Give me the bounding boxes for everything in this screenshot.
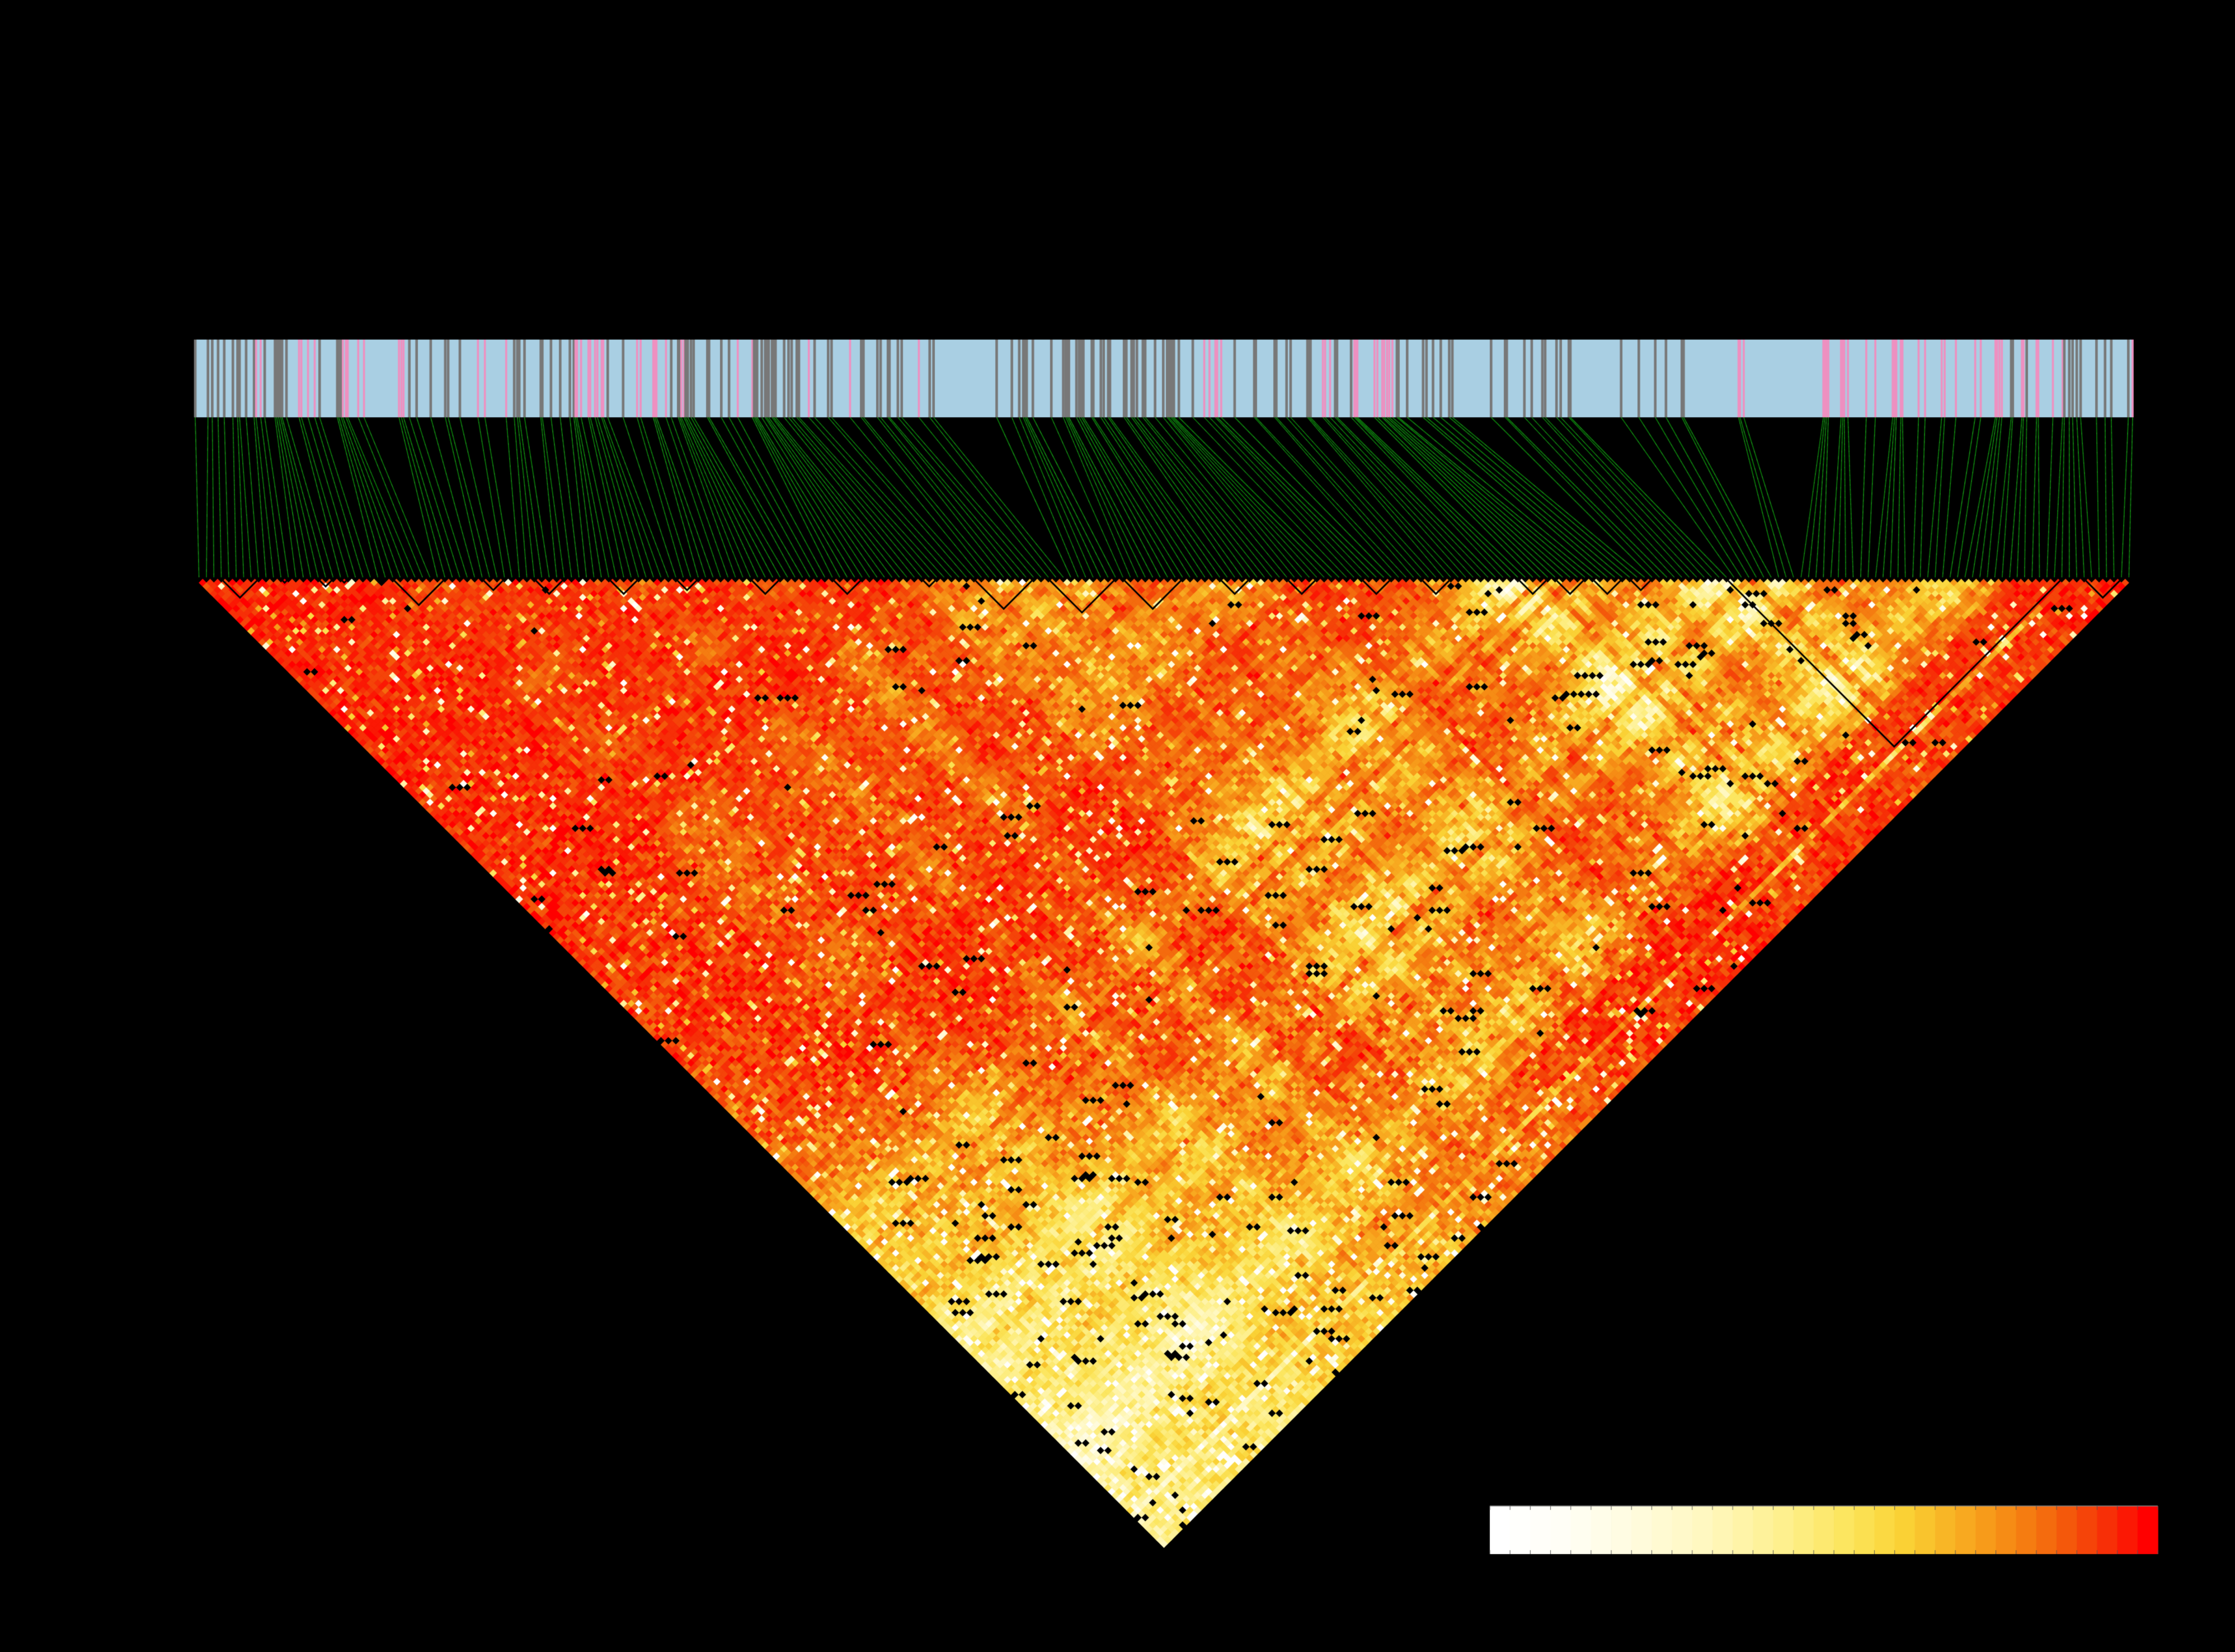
- ld-plot-figure: [0, 0, 2235, 1652]
- ld-heatmap-canvas: [0, 0, 2235, 1652]
